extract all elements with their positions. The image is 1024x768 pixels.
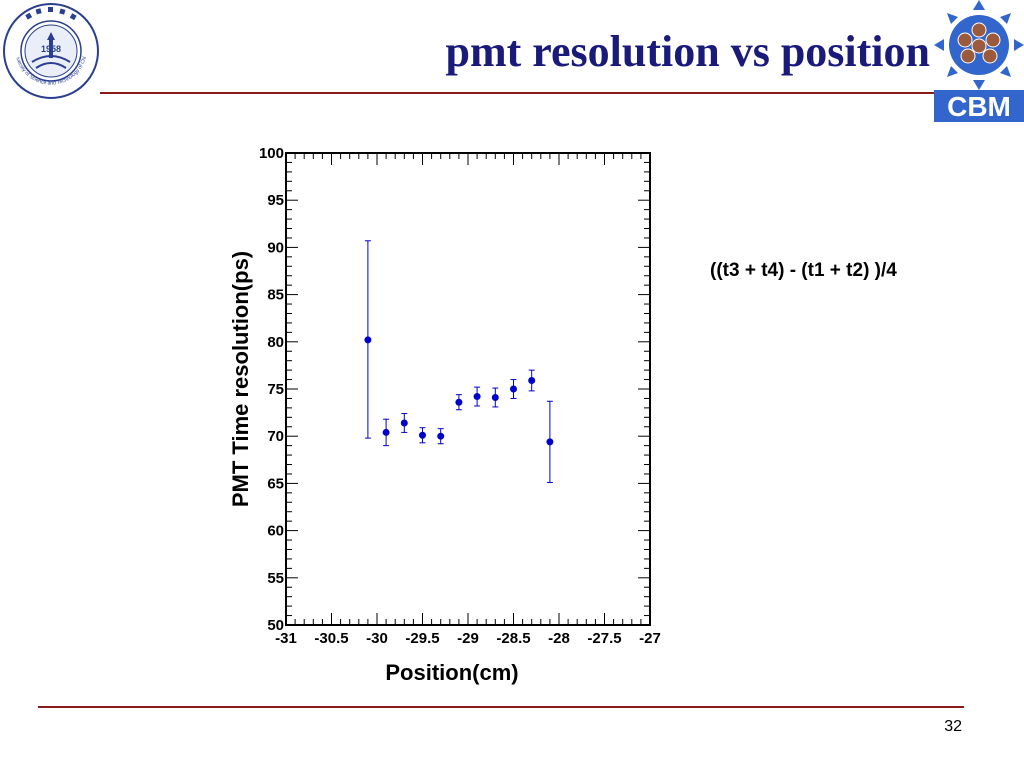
y-tick-label: 50 xyxy=(267,617,284,634)
y-axis-title: PMT Time resolution(ps) xyxy=(228,251,253,507)
data-point xyxy=(455,398,463,406)
x-axis-title: Position(cm) xyxy=(385,660,518,685)
y-tick-label: 100 xyxy=(259,145,284,162)
x-tick-label: -29 xyxy=(457,630,479,647)
page-number: 32 xyxy=(944,718,962,735)
data-point-group xyxy=(510,379,517,399)
university-seal-logo: 1958 University of Science and Technolog… xyxy=(0,0,100,100)
data-point xyxy=(382,428,390,436)
y-tick-label: 55 xyxy=(267,570,284,587)
data-point xyxy=(510,385,517,393)
data-point xyxy=(400,419,408,427)
title-divider xyxy=(100,92,934,94)
x-tick-label: -30 xyxy=(366,630,388,647)
cbm-logo-text: CBM xyxy=(947,91,1011,122)
y-tick-label: 75 xyxy=(267,381,284,398)
y-tick-label: 95 xyxy=(267,192,284,209)
x-tick-label: -28.5 xyxy=(496,630,530,647)
chart-svg: -31 -30.5 -30 -29.5 -29 -28.5 -28 -27.5 -27 50 55… xyxy=(228,145,661,685)
resolution-chart: -31 -30.5 -30 -29.5 -29 -28.5 -28 -27.5 -27 50 55… xyxy=(220,140,680,690)
data-point-group xyxy=(400,413,408,433)
axis-ticks xyxy=(285,152,651,626)
cbm-logo: CBM xyxy=(934,0,1024,122)
seal-year: 1958 xyxy=(41,44,61,54)
x-tick-label: -31 xyxy=(275,630,297,647)
data-point xyxy=(491,393,499,401)
data-point-group xyxy=(491,387,499,408)
data-point xyxy=(473,393,481,401)
y-tick-label: 90 xyxy=(267,239,284,256)
y-tick-label: 80 xyxy=(267,334,284,351)
footer-divider xyxy=(38,706,964,708)
slide-title: pmt resolution vs position xyxy=(445,27,931,76)
y-tick-label: 85 xyxy=(267,287,284,304)
data-point xyxy=(546,438,554,446)
y-tick-label: 60 xyxy=(267,523,284,540)
x-tick-label: -28 xyxy=(548,630,570,647)
y-tick-labels: 50 55 60 65 70 75 80 85 90 95 100 xyxy=(259,145,284,634)
data-point xyxy=(437,432,445,440)
x-tick-labels: -31 -30.5 -30 -29.5 -29 -28.5 -28 -27.5 -27 xyxy=(275,630,661,647)
cbm-detector-icon: CBM xyxy=(934,0,1024,122)
data-point-group xyxy=(455,394,463,411)
data-series xyxy=(364,240,554,483)
data-point-group xyxy=(419,427,426,444)
y-tick-label: 70 xyxy=(267,428,284,445)
data-point-group xyxy=(528,369,536,392)
x-tick-label: -30.5 xyxy=(314,630,348,647)
data-point xyxy=(528,377,536,385)
data-point xyxy=(419,431,426,439)
plot-frame xyxy=(285,152,651,626)
data-point-group xyxy=(364,240,372,439)
data-point-group xyxy=(473,386,481,407)
x-tick-label: -27.5 xyxy=(587,630,621,647)
data-point-group xyxy=(437,428,445,445)
university-seal-icon: 1958 University of Science and Technolog… xyxy=(0,0,99,99)
x-tick-label: -27 xyxy=(639,630,661,647)
x-tick-label: -29.5 xyxy=(405,630,439,647)
y-tick-label: 65 xyxy=(267,475,284,492)
data-point-group xyxy=(382,418,390,447)
data-point xyxy=(364,336,372,344)
formula-text: ((t3 + t4) - (t1 + t2) )/4 xyxy=(710,260,897,281)
data-point-group xyxy=(546,400,554,483)
